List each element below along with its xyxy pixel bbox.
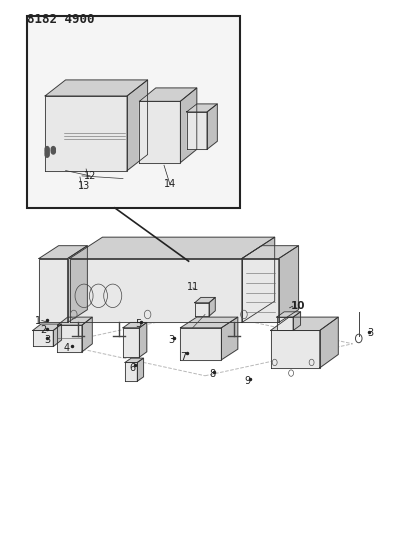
Polygon shape — [57, 317, 92, 325]
Polygon shape — [180, 88, 196, 163]
Polygon shape — [241, 237, 274, 322]
Polygon shape — [139, 88, 196, 101]
Polygon shape — [125, 358, 143, 362]
Polygon shape — [123, 328, 139, 357]
Text: 3: 3 — [366, 328, 372, 338]
Polygon shape — [53, 324, 61, 346]
Polygon shape — [186, 104, 217, 112]
Text: 3: 3 — [168, 335, 174, 345]
Polygon shape — [180, 328, 221, 360]
Polygon shape — [319, 317, 337, 368]
Polygon shape — [221, 317, 237, 360]
Polygon shape — [70, 237, 274, 259]
Polygon shape — [139, 101, 180, 163]
Polygon shape — [292, 312, 300, 330]
Polygon shape — [209, 297, 215, 316]
Polygon shape — [276, 317, 292, 330]
Polygon shape — [180, 317, 237, 328]
Polygon shape — [123, 322, 146, 328]
Polygon shape — [125, 362, 137, 381]
Circle shape — [45, 149, 49, 155]
Polygon shape — [270, 317, 337, 330]
Text: 9: 9 — [243, 376, 249, 386]
Text: 5: 5 — [135, 319, 141, 328]
Circle shape — [51, 149, 55, 154]
Polygon shape — [194, 303, 209, 316]
Polygon shape — [278, 246, 298, 322]
Circle shape — [51, 147, 55, 152]
Text: 13: 13 — [78, 181, 90, 191]
Text: 6: 6 — [129, 363, 135, 373]
Polygon shape — [194, 297, 215, 303]
Polygon shape — [127, 80, 147, 171]
Polygon shape — [45, 96, 127, 171]
Polygon shape — [270, 330, 319, 368]
Text: 2: 2 — [40, 326, 46, 335]
Polygon shape — [186, 112, 207, 149]
Bar — [27, 16, 239, 208]
Polygon shape — [39, 246, 87, 259]
Polygon shape — [45, 80, 147, 96]
Polygon shape — [70, 259, 241, 322]
Text: 8182 4900: 8182 4900 — [27, 13, 94, 26]
Text: 10: 10 — [290, 302, 305, 311]
Polygon shape — [137, 358, 143, 381]
Polygon shape — [207, 104, 217, 149]
Polygon shape — [33, 324, 61, 330]
Text: 14: 14 — [164, 179, 176, 189]
Text: 7: 7 — [180, 352, 186, 362]
Text: 1: 1 — [35, 316, 41, 326]
Text: 4: 4 — [63, 343, 70, 352]
Text: 8: 8 — [209, 369, 215, 379]
Text: 12: 12 — [84, 171, 96, 181]
Polygon shape — [241, 246, 298, 259]
Circle shape — [45, 147, 49, 152]
Polygon shape — [276, 312, 300, 317]
Polygon shape — [39, 259, 67, 322]
Polygon shape — [139, 322, 146, 357]
Polygon shape — [241, 259, 278, 322]
Text: 11: 11 — [186, 282, 198, 292]
Polygon shape — [33, 330, 53, 346]
Text: 3: 3 — [44, 335, 50, 345]
Circle shape — [45, 152, 49, 157]
Polygon shape — [67, 246, 87, 322]
Polygon shape — [82, 317, 92, 352]
Polygon shape — [57, 325, 82, 352]
